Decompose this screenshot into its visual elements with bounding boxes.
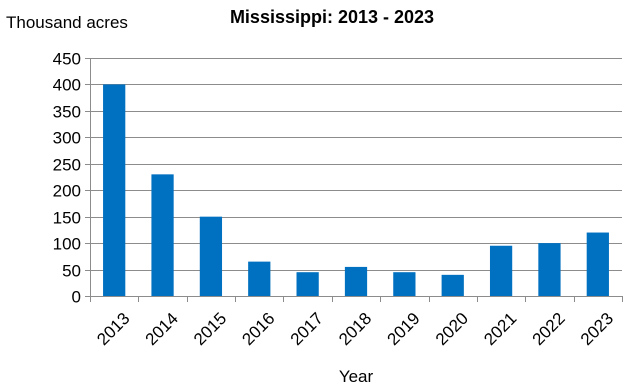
y-axis-title: Thousand acres: [6, 13, 128, 32]
bar-2022: [538, 243, 561, 296]
x-tick-label: 2015: [190, 309, 230, 349]
bar-2020: [441, 274, 464, 296]
gridlines: [85, 58, 622, 297]
x-tick-label: 2022: [529, 309, 569, 349]
bar-2014: [151, 174, 174, 296]
y-tick-label: 250: [53, 156, 81, 175]
chart-title: Mississippi: 2013 - 2023: [230, 7, 434, 27]
bar-2023: [586, 232, 609, 296]
x-tick-label: 2013: [93, 309, 133, 349]
bars: [103, 84, 609, 296]
y-axis-ticks: 0 50 100 150 200 250 300 350 400 450: [53, 50, 81, 307]
bar-2015: [199, 216, 223, 296]
bar-2019: [393, 272, 416, 296]
x-tick-label: 2018: [335, 309, 375, 349]
bar-2017: [296, 272, 319, 296]
bar-2013: [103, 84, 126, 296]
x-tick-label: 2023: [577, 309, 617, 349]
y-tick-label: 100: [53, 235, 81, 254]
bar-2021: [489, 245, 513, 296]
x-tick-label: 2017: [287, 309, 327, 349]
x-axis-title: Year: [339, 367, 374, 385]
y-tick-label: 50: [62, 262, 81, 281]
y-tick-label: 350: [53, 103, 81, 122]
y-tick-label: 300: [53, 129, 81, 148]
y-tick-label: 150: [53, 209, 81, 228]
x-axis-ticks: 2013 2014 2015 2016 2017 2018 2019 2020 2021 2022…: [93, 309, 617, 349]
x-tick-label: 2019: [383, 309, 423, 349]
x-tick-label: 2016: [238, 309, 278, 349]
y-tick-label: 400: [53, 76, 81, 95]
x-tick-label: 2014: [142, 309, 182, 349]
y-tick-label: 200: [53, 182, 81, 201]
x-tick-label: 2021: [480, 309, 520, 349]
y-tick-label: 450: [53, 50, 81, 69]
bar-2016: [248, 261, 271, 296]
x-tick-label: 2020: [432, 309, 472, 349]
x-axis: [90, 58, 623, 302]
bar-2018: [344, 266, 368, 296]
y-tick-label: 0: [72, 288, 81, 307]
